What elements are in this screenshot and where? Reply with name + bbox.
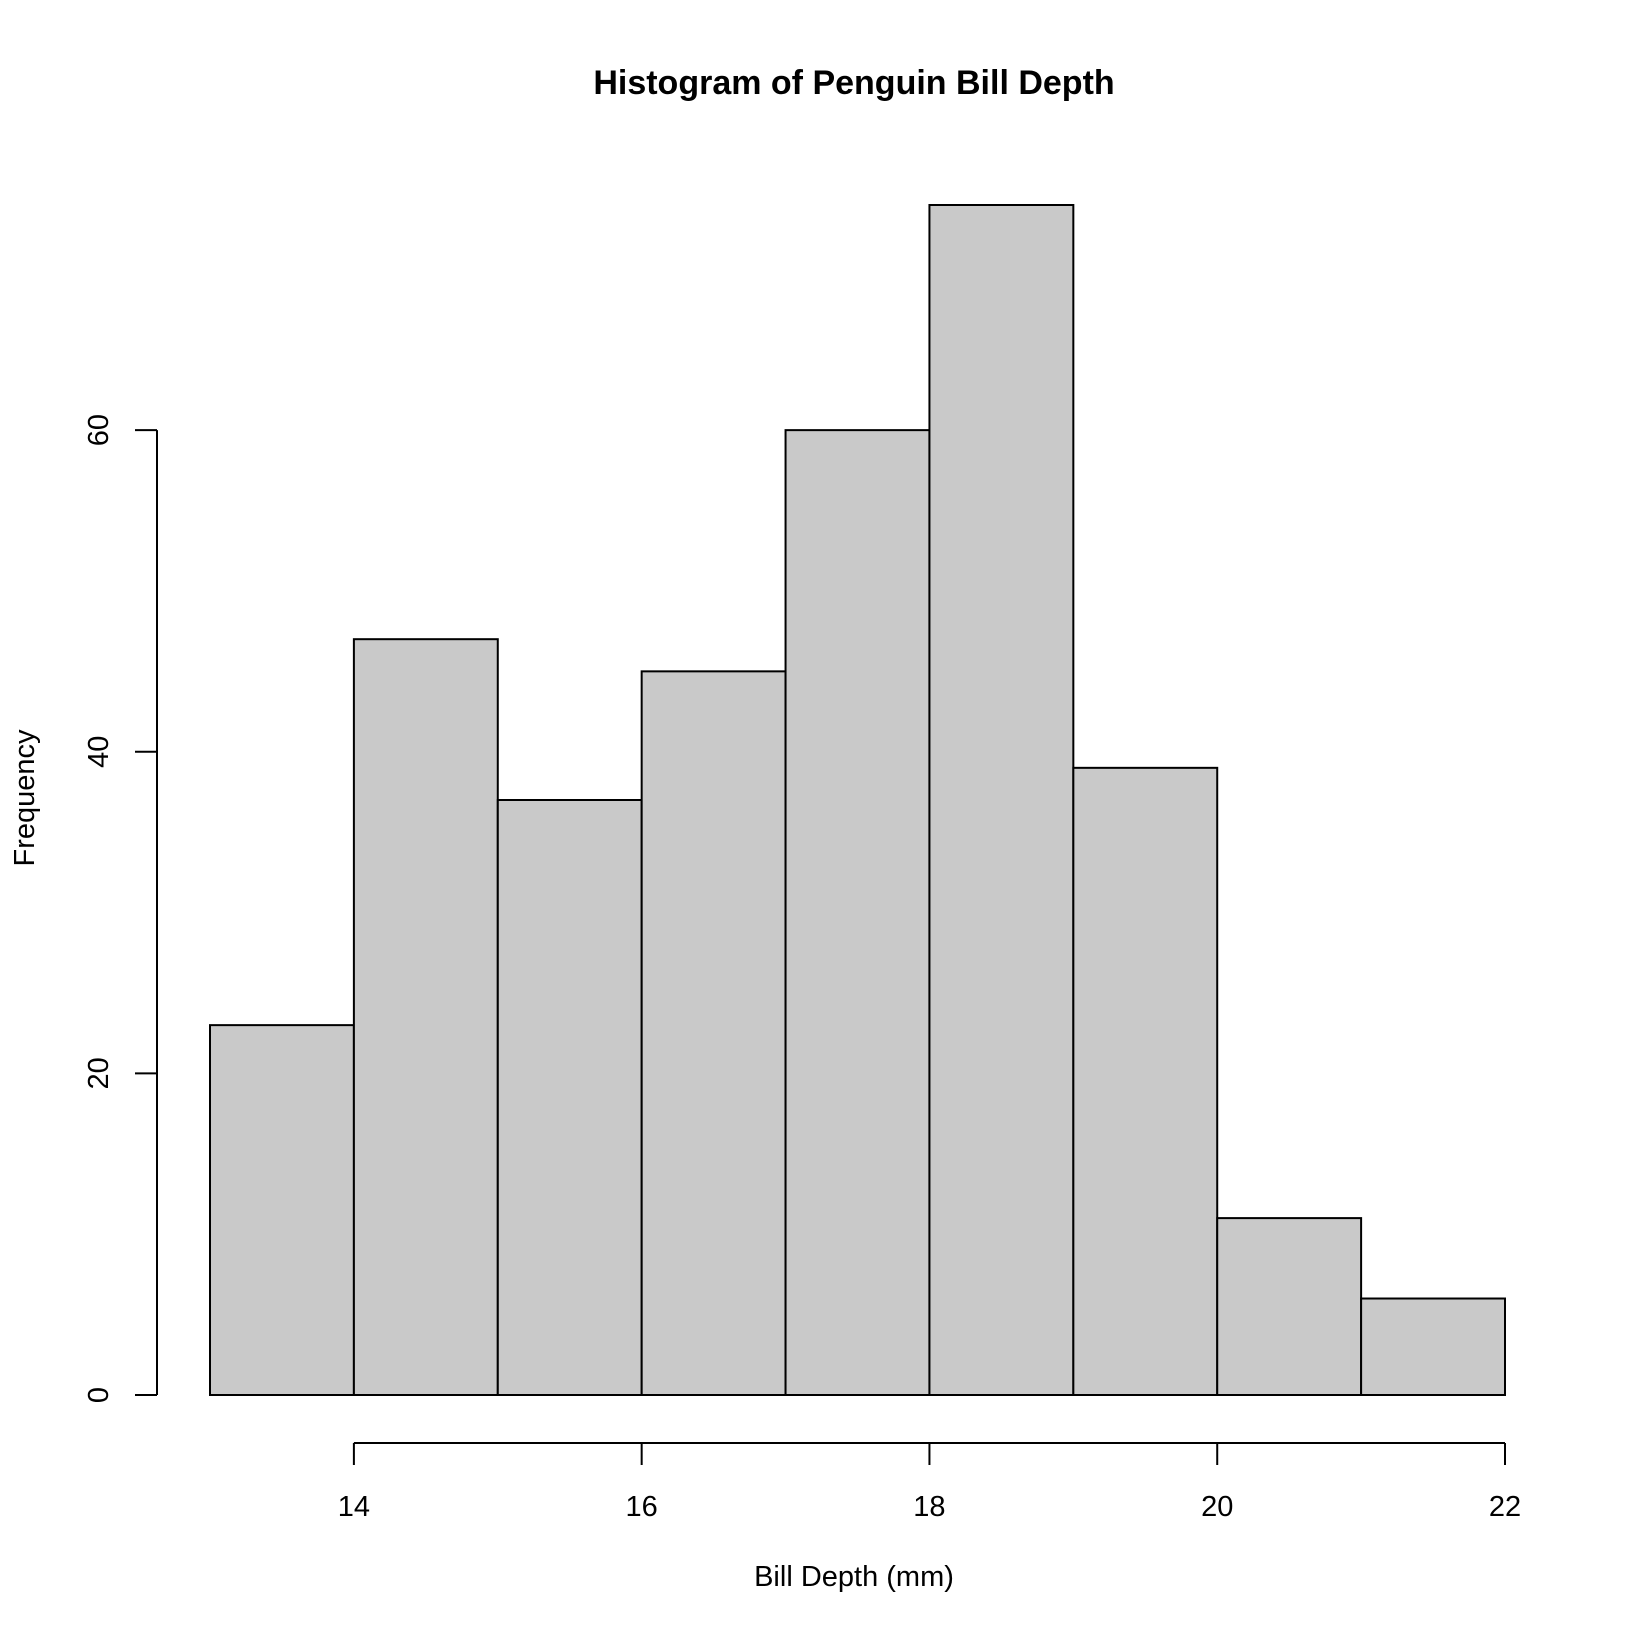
histogram-bar-8 — [1360, 1297, 1506, 1397]
x-tick-label: 20 — [1201, 1491, 1233, 1523]
histogram-bar-3 — [640, 670, 787, 1396]
histogram-bar-2 — [496, 799, 643, 1396]
histogram-bar-4 — [784, 429, 931, 1396]
chart-title: Histogram of Penguin Bill Depth — [593, 64, 1114, 102]
x-axis: 14 16 18 20 22 — [338, 1442, 1521, 1523]
x-tick-label: 14 — [338, 1491, 370, 1523]
histogram-bar-5 — [928, 204, 1075, 1396]
histogram-bar-1 — [352, 638, 499, 1396]
x-tick-label: 22 — [1489, 1491, 1521, 1523]
y-axis: 0 20 40 60 — [83, 414, 158, 1403]
y-tick-label: 60 — [83, 414, 115, 446]
x-axis-label: Bill Depth (mm) — [754, 1561, 954, 1593]
y-tick-label: 20 — [83, 1057, 115, 1089]
histogram-bar-0 — [209, 1024, 355, 1396]
x-tick-label: 16 — [626, 1491, 658, 1523]
y-tick-label: 0 — [83, 1387, 115, 1403]
y-axis-label: Frequency — [9, 729, 41, 867]
histogram-bar-7 — [1216, 1217, 1363, 1397]
x-tick-label: 18 — [913, 1491, 945, 1523]
histogram-bar-6 — [1072, 766, 1219, 1396]
y-tick-label: 40 — [83, 736, 115, 768]
histogram-bars — [209, 204, 1506, 1397]
